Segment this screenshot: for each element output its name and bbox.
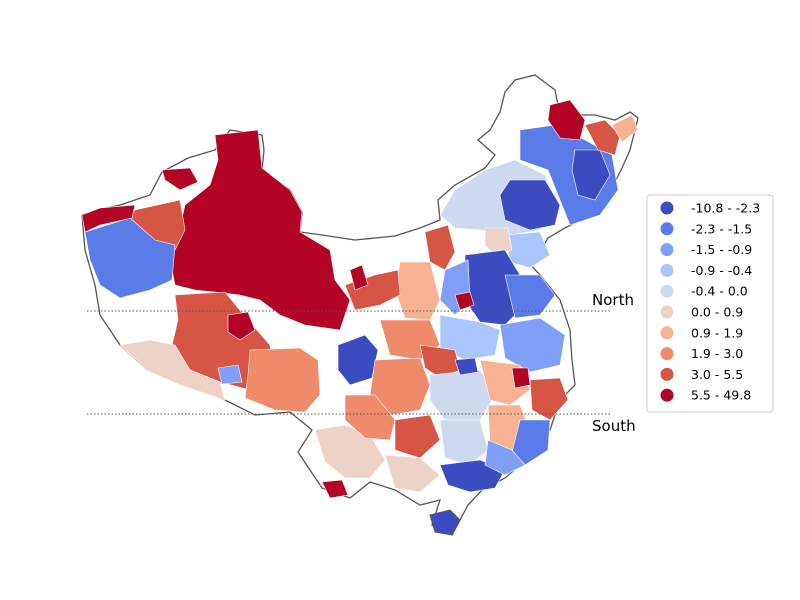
- region-ngari: [217, 364, 243, 385]
- region-tibet-south: [244, 347, 321, 413]
- legend-label: 1.9 - 3.0: [691, 346, 743, 361]
- region-tibet-lake: [227, 311, 256, 341]
- legend-swatch: [660, 305, 674, 319]
- region-tibet-west: [119, 339, 226, 401]
- region-hainan: [429, 509, 461, 536]
- legend-label: -0.4 - 0.0: [691, 284, 748, 299]
- legend-swatch: [660, 326, 674, 340]
- south-label: South: [592, 417, 636, 435]
- legend-swatch: [660, 388, 674, 402]
- region-gansu-west: [349, 264, 369, 291]
- legend-swatch: [660, 347, 674, 361]
- region-guizhou: [394, 414, 441, 459]
- region-kashgar: [84, 217, 176, 299]
- region-qinghai-block: [337, 334, 379, 386]
- region-xinjiang-north: [161, 167, 199, 191]
- region-xishuangbanna: [321, 479, 349, 499]
- region-far-north: [547, 99, 586, 141]
- region-guangxi: [384, 454, 441, 493]
- region-zhejiang: [529, 377, 569, 421]
- region-fujian: [511, 419, 551, 466]
- legend-entries: -10.8 - -2.3 -2.3 - -1.5 -1.5 - -0.9 -0.9 -…: [660, 201, 760, 403]
- legend-label: 5.5 - 49.8: [691, 388, 751, 403]
- legend-swatch: [660, 201, 674, 215]
- region-beijing: [454, 291, 475, 311]
- region-northeast-tip: [584, 119, 621, 156]
- legend-label: 3.0 - 5.5: [691, 367, 743, 382]
- region-wuhan: [511, 367, 531, 389]
- north-label: North: [592, 291, 634, 309]
- legend-swatch: [660, 284, 674, 298]
- region-tip-east: [611, 114, 639, 143]
- legend-swatch: [660, 367, 674, 381]
- region-northeast-core: [499, 179, 561, 231]
- region-yunnan: [344, 394, 396, 441]
- region-guangdong: [439, 459, 506, 493]
- legend-swatch: [660, 263, 674, 277]
- region-far-west: [81, 204, 136, 233]
- legend-label: 0.9 - 1.9: [691, 325, 743, 340]
- legend-box: [646, 194, 774, 413]
- region-gansu: [344, 269, 401, 311]
- legend-label: -10.8 - -2.3: [691, 201, 760, 216]
- region-jiangsu: [499, 317, 566, 373]
- region-inner-north: [424, 224, 456, 271]
- legend-label: 0.0 - 0.9: [691, 305, 743, 320]
- legend-label: -0.9 - -0.4: [691, 263, 752, 278]
- legend-label: -2.3 - -1.5: [691, 221, 752, 236]
- region-hunan: [439, 419, 489, 466]
- legend-swatch: [660, 243, 674, 257]
- region-ningbo: [454, 357, 479, 376]
- region-shandong: [504, 274, 556, 319]
- legend: -10.8 - -2.3 -2.3 - -1.5 -1.5 - -0.9 -0.9 -…: [646, 194, 774, 413]
- legend-swatch: [660, 222, 674, 236]
- region-guangdong-east: [484, 439, 526, 476]
- legend-label: -1.5 - -0.9: [691, 242, 752, 257]
